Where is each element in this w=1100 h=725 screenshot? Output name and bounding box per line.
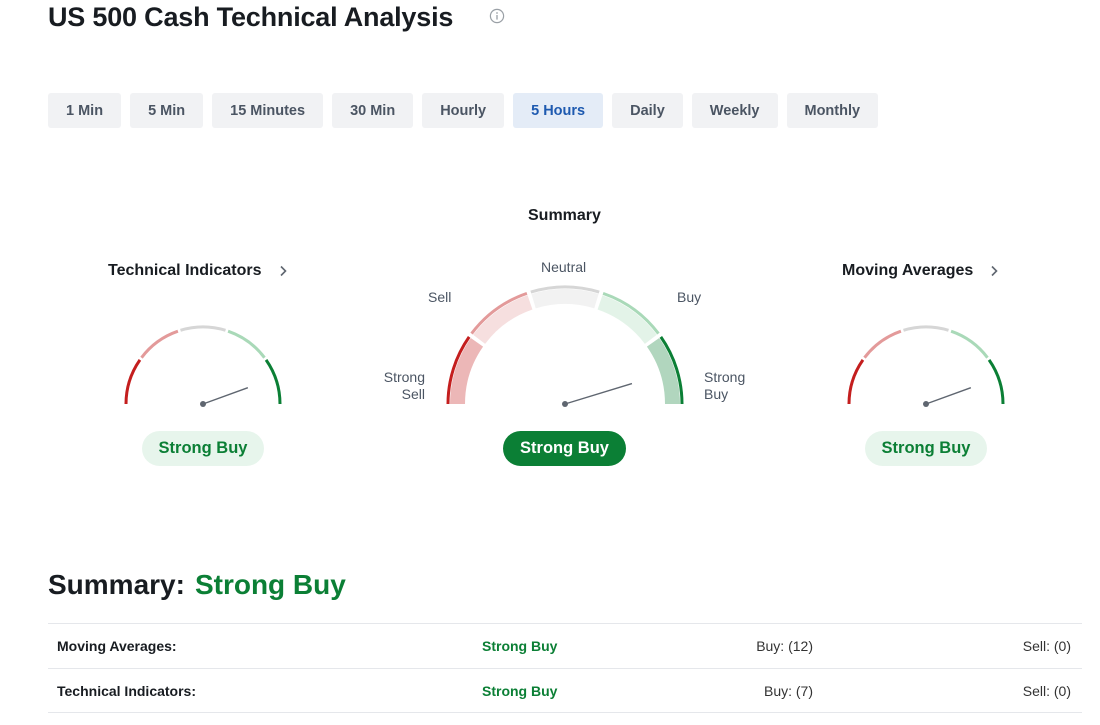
gauge-label-sell: Sell bbox=[428, 289, 452, 305]
summary-gauge-band-neutral bbox=[531, 289, 599, 309]
technical-gauge-arc-strong-buy bbox=[264, 358, 282, 405]
summary-gauge-arc-buy bbox=[602, 291, 660, 335]
tab-daily[interactable]: Daily bbox=[612, 93, 683, 128]
summary-gauge-arc-sell bbox=[470, 291, 528, 335]
tab-5-min[interactable]: 5 Min bbox=[130, 93, 204, 128]
gauge-label-neutral: Neutral bbox=[541, 259, 587, 275]
row-signal: Strong Buy bbox=[482, 683, 558, 699]
timeframe-tabs: 1 Min 5 Min 15 Minutes 30 Min Hourly 5 H… bbox=[48, 93, 887, 128]
moving-gauge-arc-strong-sell bbox=[847, 358, 865, 405]
summary-gauge-band-strong-buy bbox=[646, 338, 680, 404]
technical-gauge-arc-buy bbox=[227, 329, 266, 359]
chevron-right-icon bbox=[279, 265, 287, 277]
tab-15-minutes[interactable]: 15 Minutes bbox=[212, 93, 324, 128]
row-buy-count: Buy: (7) bbox=[763, 683, 813, 699]
technical-gauge-arc-neutral bbox=[180, 325, 226, 332]
row-sell-count: Sell: (0) bbox=[1022, 638, 1071, 654]
tab-5-hours[interactable]: 5 Hours bbox=[513, 93, 604, 128]
tab-hourly[interactable]: Hourly bbox=[422, 93, 505, 128]
technical-gauge-arc-sell bbox=[140, 329, 179, 359]
summary-gauge-needle bbox=[564, 382, 633, 405]
summary-label: Summary: bbox=[48, 569, 185, 600]
info-icon[interactable] bbox=[489, 8, 505, 24]
moving-gauge-arc-sell bbox=[863, 329, 902, 359]
summary-gauge-needle-hub bbox=[562, 401, 568, 407]
tab-monthly[interactable]: Monthly bbox=[786, 93, 879, 128]
row-signal: Strong Buy bbox=[482, 638, 558, 654]
gauge-label-strong-buy: Strong Buy bbox=[704, 369, 746, 402]
summary-gauge-band-strong-sell bbox=[450, 338, 484, 404]
summary-gauge-band-sell bbox=[473, 295, 533, 344]
tab-weekly[interactable]: Weekly bbox=[691, 93, 778, 128]
page-title: US 500 Cash Technical Analysis bbox=[48, 2, 454, 32]
moving-gauge-arc-buy bbox=[950, 329, 989, 359]
technical-gauge-arc-strong-sell bbox=[124, 358, 142, 405]
row-name: Moving Averages: bbox=[57, 638, 177, 654]
row-sell-count: Sell: (0) bbox=[1022, 683, 1071, 699]
summary-signal: Strong Buy bbox=[503, 431, 626, 466]
tab-30-min[interactable]: 30 Min bbox=[332, 93, 414, 128]
summary-gauge-band-buy bbox=[597, 295, 657, 344]
summary-gauge-arc-neutral bbox=[530, 285, 600, 294]
table-row: Technical Indicators: Strong Buy Buy: (7… bbox=[48, 668, 1082, 713]
moving-averages-title: Moving Averages bbox=[842, 262, 974, 279]
summary-heading: Summary: Strong Buy bbox=[48, 569, 346, 601]
technical-indicators-signal: Strong Buy bbox=[142, 431, 264, 466]
technical-indicators-link[interactable]: Technical Indicators bbox=[108, 262, 288, 280]
moving-gauge-needle bbox=[925, 387, 972, 405]
summary-gauge-arc-strong-sell bbox=[446, 336, 471, 405]
technical-indicators-title: Technical Indicators bbox=[108, 262, 262, 279]
moving-gauge-needle-hub bbox=[923, 401, 929, 407]
table-row: Moving Averages: Strong Buy Buy: (12) Se… bbox=[48, 623, 1082, 668]
row-name: Technical Indicators: bbox=[57, 683, 196, 699]
technical-gauge-needle bbox=[202, 387, 249, 405]
moving-gauge-arc-neutral bbox=[903, 325, 949, 332]
gauge-label-strong-sell: Strong Sell bbox=[383, 369, 425, 402]
moving-averages-link[interactable]: Moving Averages bbox=[842, 262, 999, 280]
moving-averages-signal: Strong Buy bbox=[865, 431, 987, 466]
row-buy-count: Buy: (12) bbox=[756, 638, 813, 654]
gauge-label-buy: Buy bbox=[677, 289, 702, 305]
summary-table: Moving Averages: Strong Buy Buy: (12) Se… bbox=[48, 623, 1082, 713]
tab-1-min[interactable]: 1 Min bbox=[48, 93, 122, 128]
chevron-right-icon bbox=[991, 265, 998, 277]
moving-gauge-arc-strong-buy bbox=[987, 358, 1005, 405]
summary-gauge-title: Summary bbox=[528, 207, 601, 224]
summary-value: Strong Buy bbox=[194, 569, 346, 600]
technical-gauge-needle-hub bbox=[200, 401, 206, 407]
summary-gauge-arc-strong-buy bbox=[659, 336, 684, 405]
